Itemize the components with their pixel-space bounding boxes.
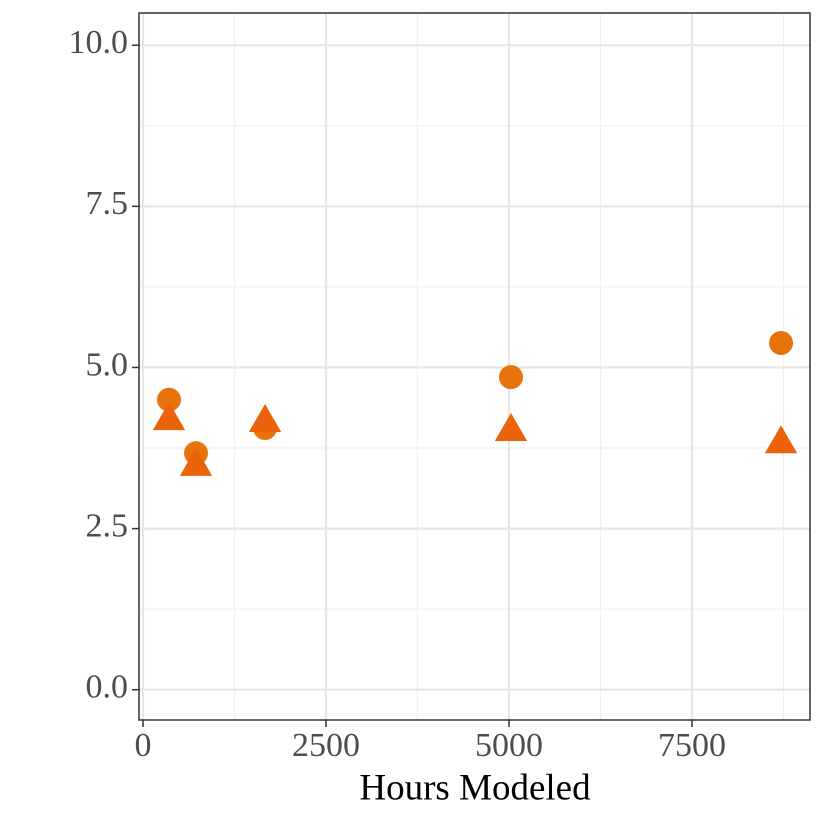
- triangle-point: [248, 403, 282, 433]
- x-tick-label: 5000: [475, 727, 543, 764]
- plot-border: [138, 12, 811, 721]
- y-tick-label: 7.5: [86, 185, 129, 222]
- triangle-point: [494, 412, 528, 442]
- x-tick-label: 2500: [292, 727, 360, 764]
- y-tick-label: 2.5: [86, 507, 129, 544]
- x-axis-title: Hours Modeled: [359, 767, 591, 808]
- y-tick-label: 5.0: [86, 346, 129, 383]
- circle-point: [498, 365, 523, 390]
- y-tick-label: 0.0: [86, 669, 129, 706]
- triangle-point: [179, 447, 213, 476]
- circle-point: [769, 330, 794, 355]
- circle-point: [157, 387, 182, 412]
- x-tick-label: 0: [135, 727, 152, 764]
- x-tick-label: 7500: [658, 727, 726, 764]
- triangle-point: [764, 425, 798, 454]
- triangle-point: [152, 402, 186, 431]
- y-tick-label: 10.0: [69, 24, 129, 61]
